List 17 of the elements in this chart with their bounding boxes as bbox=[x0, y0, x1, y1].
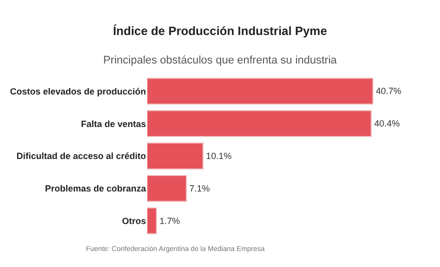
data-label: 7.1% bbox=[189, 183, 210, 194]
bar bbox=[147, 110, 372, 138]
data-label: 40.7% bbox=[376, 86, 402, 96]
chart-subtitle: Principales obstáculos que enfrenta su industria bbox=[103, 54, 338, 66]
y-tick-label: Otros bbox=[122, 216, 146, 226]
bar bbox=[147, 142, 204, 170]
data-label: 10.1% bbox=[206, 151, 232, 161]
data-label: 40.4% bbox=[374, 118, 400, 129]
y-tick-label: Costos elevados de producción bbox=[10, 86, 146, 96]
bar bbox=[147, 174, 187, 202]
chart-title: Índice de Producción Industrial Pyme bbox=[112, 24, 328, 38]
y-tick-label: Falta de ventas bbox=[80, 118, 146, 129]
data-label: 1.7% bbox=[159, 216, 180, 226]
y-tick-label: Problemas de cobranza bbox=[44, 184, 147, 194]
bar bbox=[147, 207, 157, 234]
bar bbox=[147, 78, 374, 105]
y-tick-label: Dificultad de acceso al crédito bbox=[16, 151, 146, 162]
